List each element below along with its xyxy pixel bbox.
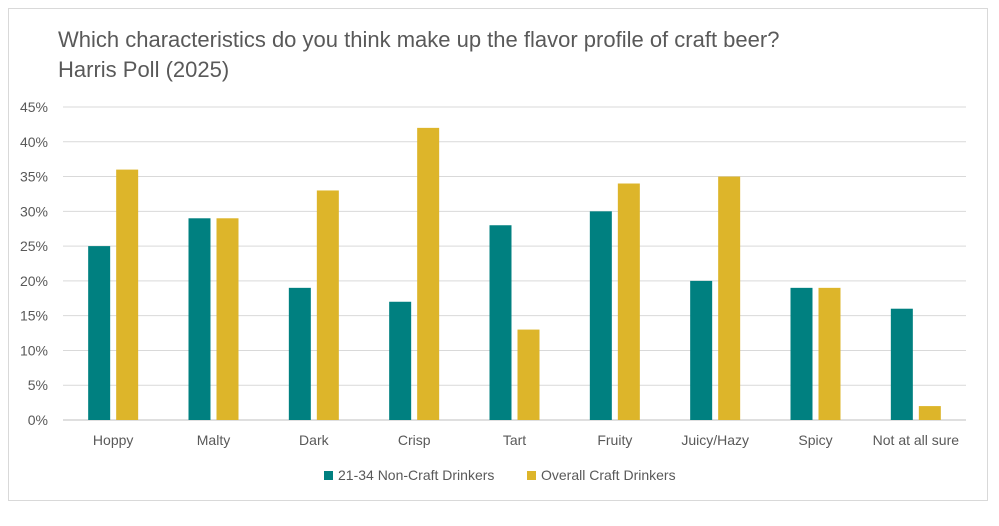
chart-title-block: Which characteristics do you think make … [58, 25, 779, 85]
y-tick-label: 45% [20, 99, 48, 115]
bar-non-craft [589, 211, 612, 420]
x-tick-label: Spicy [798, 432, 832, 448]
y-tick-label: 35% [20, 169, 48, 185]
bar-non-craft [790, 287, 813, 420]
bar-non-craft [690, 280, 713, 420]
x-tick-label: Hoppy [93, 432, 133, 448]
y-tick-label: 25% [20, 238, 48, 254]
legend-swatch [527, 471, 536, 480]
bar-non-craft [489, 225, 512, 420]
y-tick-label: 20% [20, 273, 48, 289]
bar-craft [818, 287, 841, 420]
bar-craft [517, 329, 540, 420]
y-tick-label: 10% [20, 342, 48, 358]
bar-craft [116, 169, 139, 420]
legend-label: Overall Craft Drinkers [541, 467, 676, 483]
bar-craft [216, 218, 239, 420]
x-tick-label: Malty [197, 432, 230, 448]
legend-label: 21-34 Non-Craft Drinkers [338, 467, 494, 483]
y-tick-label: 15% [20, 308, 48, 324]
bar-craft [918, 406, 941, 420]
bar-craft [718, 176, 741, 420]
x-tick-label: Crisp [398, 432, 431, 448]
y-tick-label: 40% [20, 134, 48, 150]
bar-non-craft [389, 301, 412, 420]
bar-craft [417, 127, 440, 420]
y-tick-label: 30% [20, 203, 48, 219]
legend: 21-34 Non-Craft Drinkers Overall Craft Dr… [324, 467, 676, 483]
x-tick-label: Juicy/Hazy [681, 432, 749, 448]
chart-subtitle: Harris Poll (2025) [58, 57, 230, 82]
x-tick-label: Fruity [597, 432, 632, 448]
bar-non-craft [288, 287, 311, 420]
bar-craft [617, 183, 640, 420]
legend-swatch [324, 471, 333, 480]
x-tick-label: Not at all sure [873, 432, 960, 448]
bar-craft [316, 190, 339, 420]
x-tick-label: Tart [503, 432, 526, 448]
x-axis-labels: Hoppy Malty Dark Crisp Tart Fruity Juicy/Hazy S… [93, 432, 959, 448]
y-axis-labels: 0% 5% 10% 15% 20% 25% 30% 35% 40% 45% [20, 99, 48, 428]
bar-non-craft [890, 308, 913, 420]
y-tick-label: 5% [28, 377, 48, 393]
x-tick-label: Dark [299, 432, 330, 448]
chart-title: Which characteristics do you think make … [58, 27, 780, 52]
y-tick-label: 0% [28, 412, 48, 428]
bars [88, 127, 941, 420]
gridlines [63, 106, 966, 421]
bar-non-craft [88, 246, 111, 420]
bar-non-craft [188, 218, 211, 420]
